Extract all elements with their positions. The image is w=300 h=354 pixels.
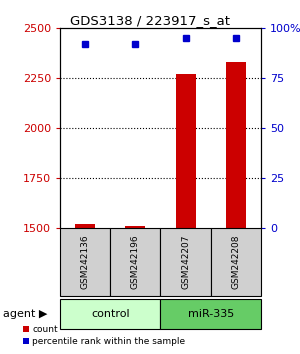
Bar [226, 62, 246, 228]
Bar [75, 224, 95, 228]
Text: miR-335: miR-335 [188, 309, 234, 319]
Text: GSM242136: GSM242136 [81, 235, 90, 289]
Text: agent ▶: agent ▶ [3, 309, 47, 319]
Bar [125, 226, 146, 228]
Text: control: control [91, 309, 130, 319]
Text: GDS3138 / 223917_s_at: GDS3138 / 223917_s_at [70, 14, 230, 27]
Bar [176, 74, 196, 228]
Text: GSM242207: GSM242207 [181, 235, 190, 289]
Legend: count, percentile rank within the sample: count, percentile rank within the sample [20, 321, 189, 349]
Text: GSM242208: GSM242208 [231, 235, 240, 289]
Text: GSM242196: GSM242196 [131, 235, 140, 289]
